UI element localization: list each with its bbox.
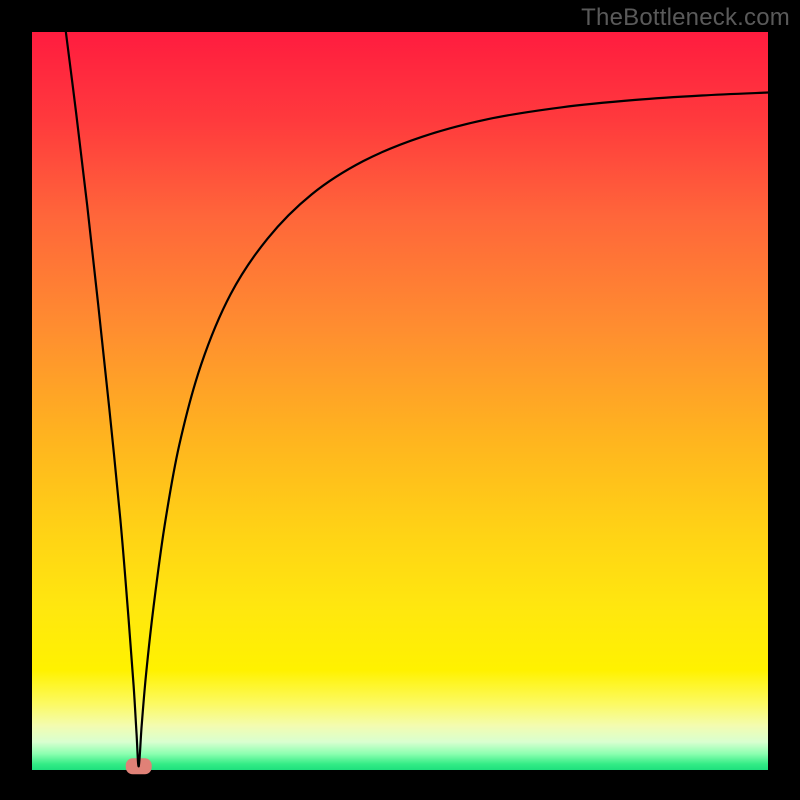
bottleneck-chart-svg <box>0 0 800 800</box>
bottleneck-chart-container: TheBottleneck.com <box>0 0 800 800</box>
watermark-text: TheBottleneck.com <box>581 4 790 32</box>
plot-background <box>32 32 768 770</box>
